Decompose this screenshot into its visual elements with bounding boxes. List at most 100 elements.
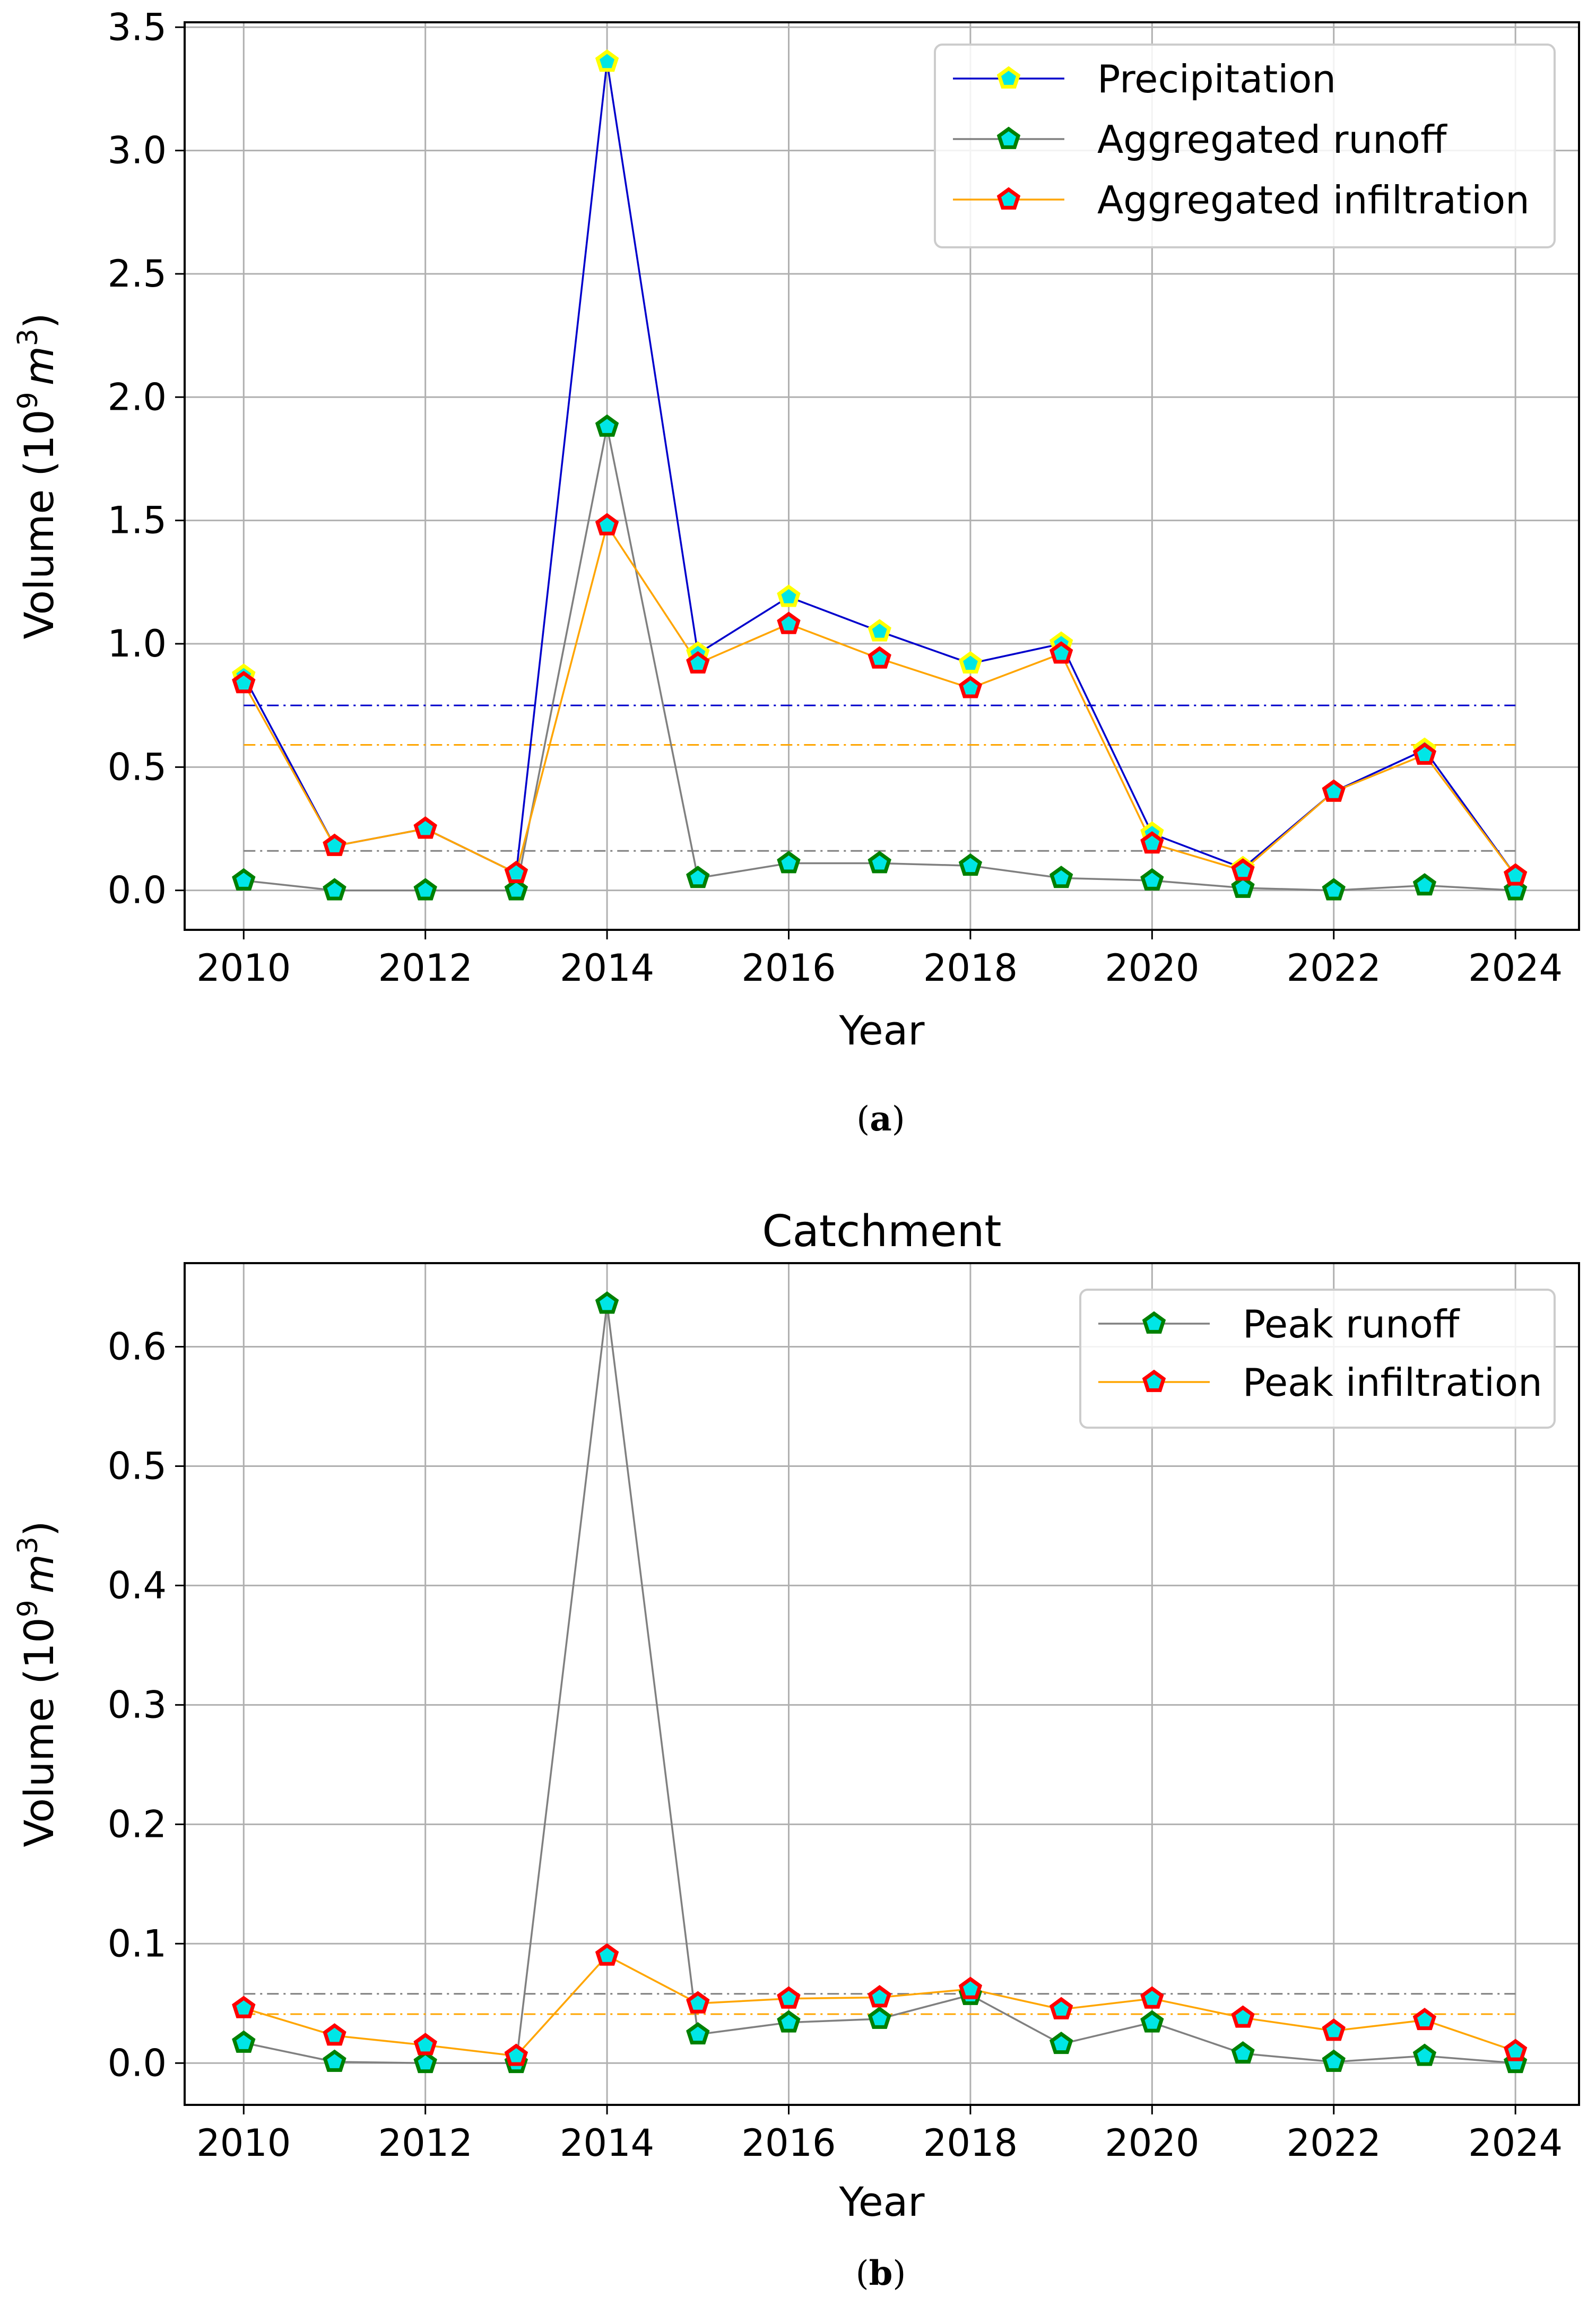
- data-point-marker: [777, 584, 801, 607]
- data-point-marker: [1140, 831, 1164, 854]
- data-point-marker: [1322, 878, 1346, 901]
- data-point-marker: [1412, 873, 1437, 896]
- chart-panel-a: 2010 2012 2014 2016 2018 2020 2022 2024 0.0 0.5 1.…: [12, 5, 1580, 1139]
- legend-marker: [1142, 1311, 1166, 1334]
- data-point-marker: [868, 1985, 891, 2008]
- chart-title: Catchment: [762, 1206, 1001, 1257]
- data-point-marker: [686, 866, 710, 888]
- x-tick-label: 2018: [923, 2121, 1018, 2165]
- legend-box: [934, 44, 1556, 248]
- y-tick-label: 3.5: [108, 5, 167, 49]
- legend: Peak runoff Peak infiltration: [1079, 1289, 1556, 1429]
- y-tick-label: 1.0: [108, 622, 167, 666]
- legend-marker: [996, 66, 1021, 89]
- legend-label: Peak infiltration: [1243, 1360, 1542, 1405]
- data-point-marker: [958, 651, 983, 673]
- y-tick-label: 0.1: [108, 1922, 167, 1965]
- x-tick-label: 2022: [1287, 946, 1381, 990]
- data-point-marker: [1322, 2018, 1346, 2041]
- data-point-marker: [1412, 2007, 1437, 2031]
- data-point-marker: [868, 646, 891, 669]
- data-point-marker: [1322, 779, 1346, 802]
- data-point-marker: [1049, 2031, 1073, 2054]
- caption-b: (b): [856, 2253, 906, 2293]
- y-tick-label: 3.0: [108, 129, 167, 172]
- y-tick-label: 0.5: [108, 1444, 167, 1488]
- x-tick-label: 2024: [1468, 946, 1563, 990]
- x-tick-label: 2022: [1287, 2121, 1381, 2165]
- series-markers: [232, 1291, 1528, 2074]
- y-tick-label: 0.0: [108, 869, 167, 912]
- data-point-marker: [958, 1976, 983, 1999]
- data-point-marker: [595, 513, 619, 536]
- data-point-marker: [958, 676, 983, 698]
- data-point-marker: [232, 2030, 256, 2053]
- data-point-marker: [323, 2049, 346, 2072]
- data-point-marker: [413, 816, 437, 839]
- data-point-marker: [1412, 742, 1437, 765]
- data-point-marker: [777, 2010, 801, 2033]
- data-point-marker: [595, 49, 619, 72]
- x-tick-label: 2012: [378, 2121, 473, 2165]
- data-point-marker: [868, 2006, 891, 2029]
- legend-label: Precipitation: [1097, 57, 1336, 101]
- series-markers: [232, 49, 1528, 901]
- x-axis-label: Year: [839, 2178, 925, 2225]
- y-tick-label: 0.6: [108, 1325, 167, 1368]
- data-point-marker: [1503, 2039, 1528, 2061]
- y-tick-label: 2.0: [108, 375, 167, 419]
- data-point-marker: [1049, 1997, 1073, 2019]
- plot-frame: [184, 1262, 1580, 2106]
- legend-label: Aggregated infiltration: [1097, 178, 1530, 222]
- y-tick-label: 0.2: [108, 1802, 167, 1846]
- legend-marker: [996, 126, 1021, 149]
- data-point-marker: [595, 1291, 619, 1314]
- data-point-marker: [1231, 858, 1255, 881]
- data-point-marker: [1049, 866, 1073, 888]
- data-point-marker: [1412, 2043, 1437, 2066]
- data-point-marker: [777, 851, 801, 874]
- legend-label: Peak runoff: [1243, 1302, 1460, 1346]
- data-point-marker: [595, 414, 619, 437]
- plot-frame: [184, 21, 1580, 931]
- x-tick-label: 2024: [1468, 2121, 1563, 2165]
- x-axis-label: Year: [839, 1007, 925, 1054]
- data-point-marker: [413, 2050, 437, 2074]
- y-axis-label: Volume (109m3): [12, 313, 63, 639]
- y-tick-label: 0.3: [108, 1683, 167, 1726]
- data-point-marker: [1049, 641, 1073, 664]
- data-point-marker: [1140, 1986, 1164, 2009]
- data-point-marker: [232, 670, 256, 694]
- caption-a: (a): [856, 1099, 905, 1139]
- data-point-marker: [323, 833, 346, 856]
- data-point-marker: [504, 2043, 528, 2066]
- data-point-marker: [1231, 2005, 1255, 2028]
- data-point-marker: [1503, 863, 1528, 886]
- x-tick-label: 2014: [560, 946, 654, 990]
- data-point-marker: [1231, 2041, 1255, 2064]
- x-tick-label: 2010: [196, 2121, 291, 2165]
- data-point-marker: [323, 2023, 346, 2046]
- data-point-marker: [777, 611, 801, 634]
- data-point-marker: [1140, 2010, 1164, 2033]
- data-point-marker: [868, 619, 891, 642]
- x-tick-label: 2014: [560, 2121, 654, 2165]
- y-tick-label: 2.5: [108, 252, 167, 296]
- x-tick-label: 2016: [741, 2121, 836, 2165]
- data-point-marker: [686, 651, 710, 673]
- data-point-marker: [686, 1991, 710, 2014]
- y-axis-label: Volume (109m3): [12, 1521, 63, 1847]
- data-point-marker: [232, 868, 256, 891]
- legend-marker: [996, 187, 1021, 210]
- x-tick-label: 2012: [378, 946, 473, 990]
- data-point-marker: [958, 853, 983, 876]
- data-point-marker: [504, 878, 528, 901]
- data-point-marker: [1140, 868, 1164, 891]
- y-tick-label: 0.5: [108, 745, 167, 789]
- data-point-marker: [504, 860, 528, 883]
- legend: Precipitation Aggregated runoff Aggregated…: [934, 44, 1556, 248]
- data-point-marker: [868, 851, 891, 874]
- x-tick-label: 2010: [196, 946, 291, 990]
- data-point-marker: [232, 1996, 256, 2018]
